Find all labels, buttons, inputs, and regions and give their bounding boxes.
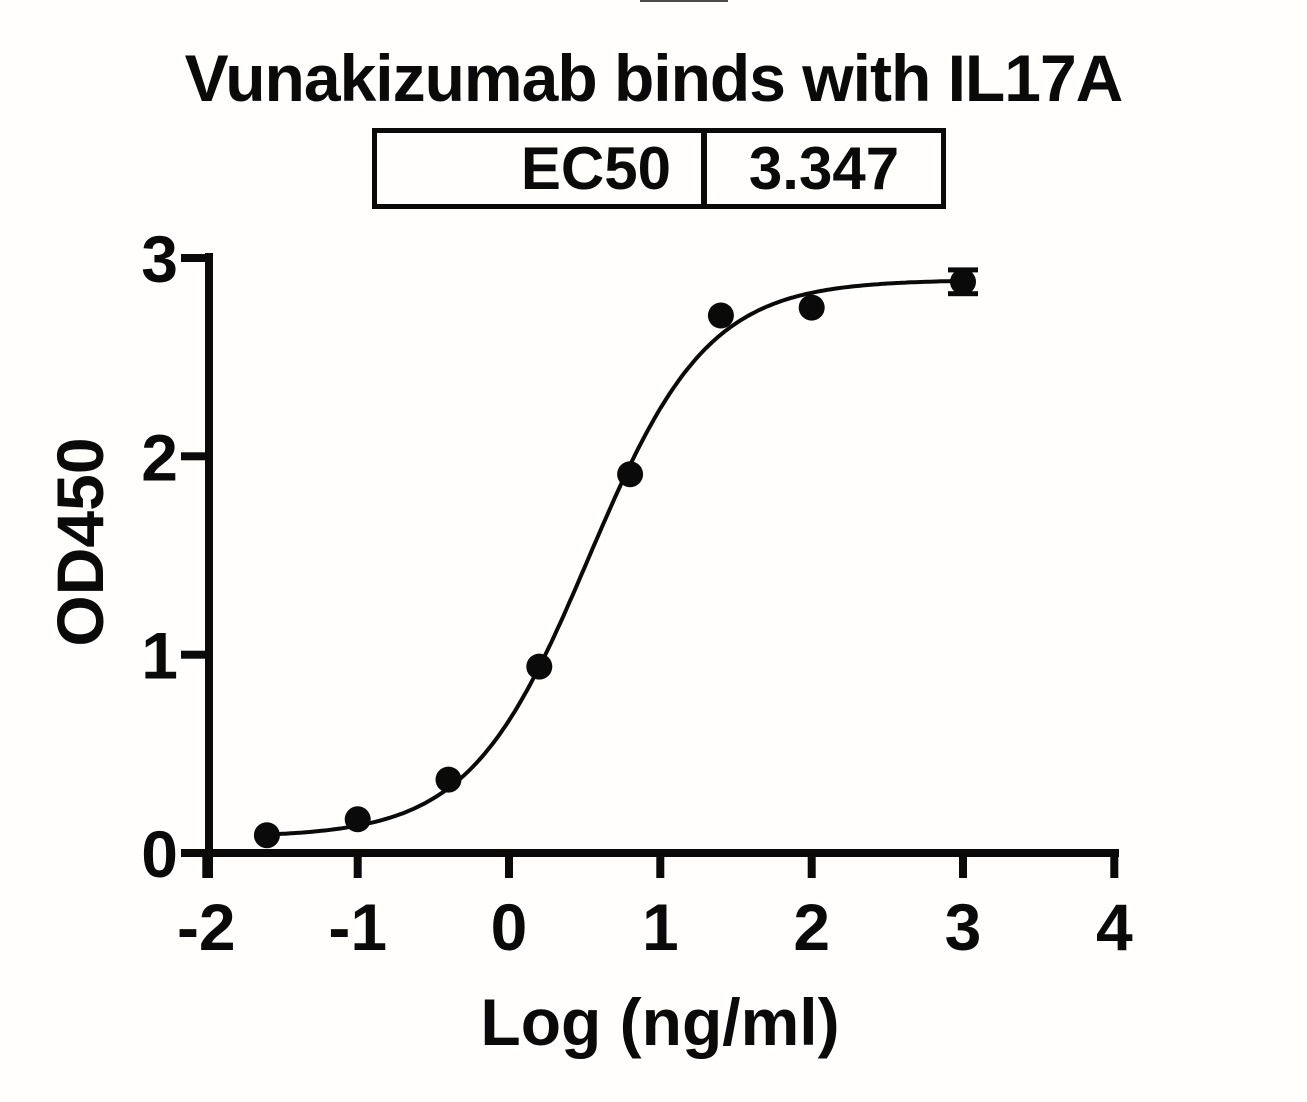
data-point (617, 461, 644, 488)
x-tick-label: -1 (328, 890, 387, 964)
y-axis-title: OD450 (43, 437, 117, 647)
x-axis-line (182, 849, 1119, 857)
y-tick (181, 849, 205, 857)
ec50-results-table: EC50 3.347 (372, 128, 946, 209)
fit-curve (266, 278, 963, 837)
data-point (526, 653, 553, 680)
x-tick (1110, 857, 1119, 878)
x-tick-label: 0 (491, 890, 528, 964)
y-tick-label: 0 (141, 817, 178, 891)
x-tick-label: -2 (177, 890, 236, 964)
data-point (253, 822, 280, 849)
ec50-label: EC50 (520, 135, 671, 202)
x-axis-title: Log (ng/ml) (480, 985, 840, 1059)
x-tick-label: 1 (642, 890, 679, 964)
data-point (344, 806, 371, 833)
data-point (798, 294, 825, 321)
y-axis-line (205, 253, 213, 878)
x-tick (656, 857, 665, 878)
data-point (950, 268, 976, 295)
cropped-element-artifact (640, 0, 728, 2)
x-tick-label: 4 (1096, 890, 1133, 964)
chart-title: Vunakizumab binds with IL17A (184, 41, 1124, 115)
x-tick (353, 857, 362, 878)
y-tick-label: 3 (141, 222, 178, 296)
ec50-value: 3.347 (701, 133, 941, 204)
x-tick (959, 857, 967, 878)
y-tick (181, 650, 205, 659)
x-tick (505, 857, 513, 878)
x-tick-label: 3 (945, 890, 982, 964)
x-tick (202, 857, 211, 878)
data-point (707, 302, 734, 329)
y-tick (181, 452, 205, 461)
x-tick-label: 2 (793, 890, 830, 964)
y-tick (181, 254, 205, 262)
x-tick (807, 857, 816, 878)
y-tick-label: 2 (141, 420, 178, 494)
data-point (435, 766, 462, 793)
y-tick-label: 1 (141, 619, 178, 693)
